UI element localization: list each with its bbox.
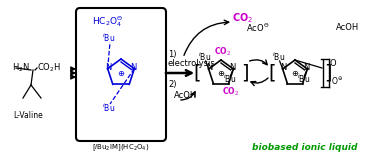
Text: N: N — [303, 63, 310, 73]
Text: $^i$Bu: $^i$Bu — [102, 102, 116, 114]
Text: CO$_2$: CO$_2$ — [232, 11, 254, 25]
Text: H$_2$N: H$_2$N — [12, 62, 30, 74]
Text: $^i$Bu: $^i$Bu — [198, 51, 211, 63]
Text: $^i$Bu: $^i$Bu — [297, 73, 310, 85]
Text: $^i$Bu: $^i$Bu — [223, 73, 236, 85]
Text: [: [ — [193, 64, 201, 82]
Text: $^i$Bu: $^i$Bu — [272, 51, 285, 63]
Text: 2): 2) — [168, 80, 177, 89]
Text: HC$_2$O$_4^{\Theta}$: HC$_2$O$_4^{\Theta}$ — [92, 15, 124, 30]
Text: 1): 1) — [168, 51, 177, 59]
Text: biobased ionic liquid: biobased ionic liquid — [252, 143, 358, 153]
Text: L-Valine: L-Valine — [13, 111, 43, 119]
Text: $^i$Bu: $^i$Bu — [102, 32, 116, 44]
Text: ]: ] — [241, 64, 249, 82]
Text: N: N — [280, 63, 287, 73]
Text: O: O — [330, 59, 336, 68]
Text: N: N — [206, 63, 213, 73]
Text: ]: ] — [324, 64, 332, 82]
Text: $\oplus$: $\oplus$ — [217, 68, 225, 77]
Text: CO$_2$: CO$_2$ — [214, 46, 232, 58]
Text: AcOH: AcOH — [174, 90, 197, 99]
Text: N: N — [105, 63, 112, 72]
Text: AcO$^{\Theta}$: AcO$^{\Theta}$ — [246, 22, 270, 34]
Text: $\oplus$: $\oplus$ — [291, 68, 299, 77]
Text: N: N — [229, 63, 235, 73]
Text: O$^{\ominus}$: O$^{\ominus}$ — [331, 75, 343, 87]
Text: [: [ — [268, 64, 276, 82]
Text: CO$_2$H: CO$_2$H — [37, 62, 61, 74]
Text: $\oplus$: $\oplus$ — [117, 68, 125, 77]
FancyBboxPatch shape — [76, 8, 166, 141]
Text: electrolysis: electrolysis — [168, 59, 216, 67]
Text: N: N — [130, 63, 136, 72]
Text: [$i$Bu$_2$IM](HC$_2$O$_4$): [$i$Bu$_2$IM](HC$_2$O$_4$) — [92, 143, 150, 153]
Text: CO$_2$: CO$_2$ — [222, 85, 239, 98]
Text: AcOH: AcOH — [336, 23, 359, 32]
